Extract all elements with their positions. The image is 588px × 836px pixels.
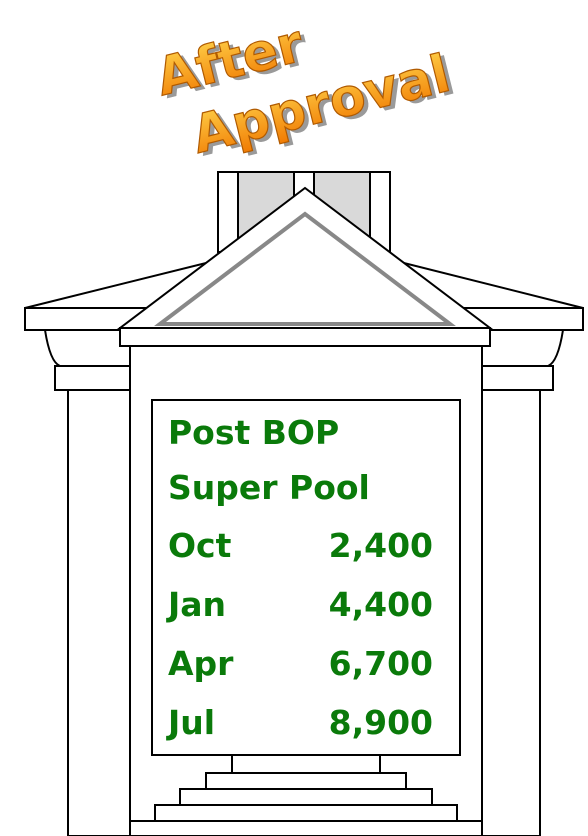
row-value: 4,400 xyxy=(329,585,433,624)
page: After After Approval Approval Post BOP S… xyxy=(0,0,588,836)
row-month: Apr xyxy=(168,644,234,683)
row-value: 6,700 xyxy=(329,644,433,683)
row-month: Jul xyxy=(166,703,215,742)
heading: Post BOP xyxy=(168,413,339,452)
row-month: Jan xyxy=(166,585,226,624)
row-value: 2,400 xyxy=(329,526,433,565)
heading: Super Pool xyxy=(168,468,370,507)
row-month: Oct xyxy=(168,526,232,565)
row-value: 8,900 xyxy=(329,703,433,742)
